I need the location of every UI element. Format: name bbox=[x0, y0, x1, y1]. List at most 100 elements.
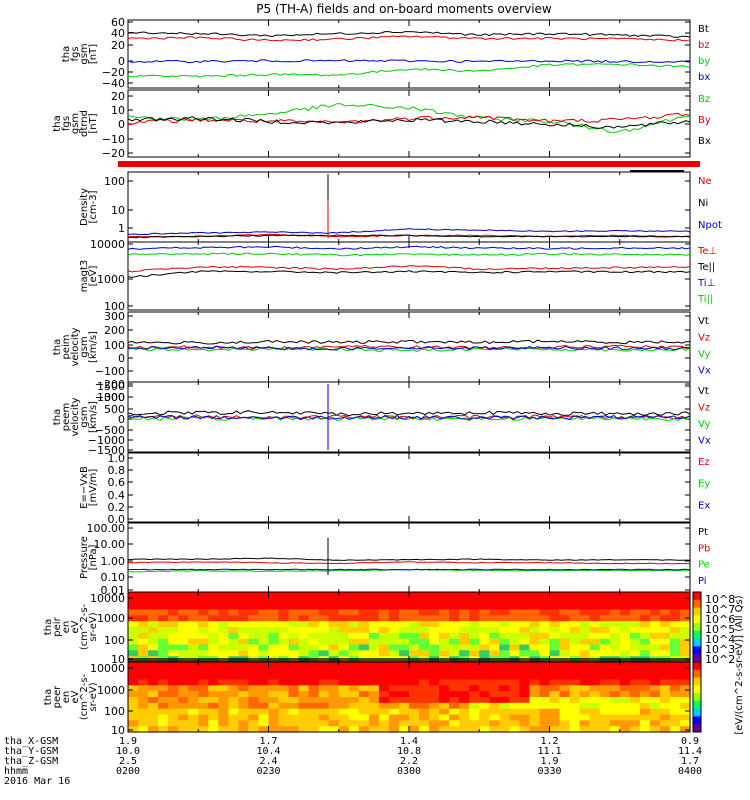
spectrogram-cell bbox=[409, 615, 420, 622]
spectrogram-cell bbox=[680, 632, 691, 640]
spectrogram-cell bbox=[609, 609, 621, 616]
colorbar-label: [eV/(cm^2-s-sr-eV)] (All Qs) bbox=[734, 595, 745, 734]
spectrogram-cell bbox=[158, 679, 169, 686]
spectrogram-cell bbox=[248, 603, 259, 611]
spectrogram-cell bbox=[589, 597, 601, 605]
spectrogram-cell bbox=[609, 702, 621, 710]
spectrogram-cell bbox=[358, 638, 370, 646]
y-axis-label: tha bbox=[52, 409, 63, 425]
spectrogram-cell bbox=[278, 603, 290, 611]
y-tick-label: −20 bbox=[102, 147, 125, 160]
spectrogram-cell bbox=[208, 726, 219, 733]
spectrogram-cell bbox=[148, 632, 159, 640]
spectrogram-cell bbox=[559, 685, 571, 692]
spectrogram-cell bbox=[188, 714, 199, 721]
spectrogram-cell bbox=[138, 714, 149, 721]
spectrogram-cell bbox=[399, 644, 410, 651]
spectrogram-cell bbox=[539, 691, 551, 698]
y-tick-label: 0 bbox=[118, 55, 125, 68]
legend-entry: Ti|| bbox=[697, 294, 713, 305]
spectrogram-cell bbox=[619, 720, 631, 727]
spectrogram-cell bbox=[589, 644, 601, 651]
legend-entry: Bx bbox=[698, 136, 711, 147]
spectrogram-cell bbox=[459, 679, 470, 686]
spectrogram-cell bbox=[589, 638, 601, 646]
spectrogram-cell bbox=[228, 714, 239, 721]
spectrogram-cell bbox=[388, 597, 400, 605]
spectrogram-cell bbox=[188, 621, 199, 628]
spectrogram-cell bbox=[509, 615, 520, 622]
spectrogram-cell bbox=[680, 592, 691, 599]
spectrogram-cell bbox=[368, 644, 380, 651]
legend-entry: Ez bbox=[698, 457, 710, 468]
spectrogram-cell bbox=[669, 673, 681, 681]
spectrogram-cell bbox=[399, 627, 410, 634]
spectrogram-cell bbox=[589, 592, 601, 599]
legend-entry: Vz bbox=[698, 333, 710, 344]
spectrogram-cell bbox=[168, 592, 179, 599]
spectrogram-cell bbox=[278, 726, 290, 733]
spectrogram-cell bbox=[138, 720, 149, 727]
legend-entry: Pe bbox=[698, 560, 710, 571]
spectrogram-cell bbox=[198, 714, 209, 721]
spectrogram-cell bbox=[609, 603, 621, 611]
spectrogram-cell bbox=[499, 603, 510, 611]
spectrogram-cell bbox=[469, 667, 480, 675]
spectrogram-cell bbox=[519, 644, 530, 651]
spectrogram-cell bbox=[228, 708, 239, 716]
spectrogram-cell bbox=[168, 650, 179, 657]
spectrogram-cell bbox=[669, 632, 681, 640]
spectrogram-cell bbox=[680, 621, 691, 628]
y-tick-label: 20 bbox=[111, 90, 125, 103]
spectrogram-cell bbox=[378, 627, 390, 634]
spectrogram-cell bbox=[519, 615, 530, 622]
spectrogram-cell bbox=[228, 697, 239, 704]
legend-entry: Vx bbox=[698, 436, 711, 447]
spectrogram-cell bbox=[649, 627, 661, 634]
y-axis-label: [nT] bbox=[88, 113, 99, 133]
spectrogram-cell bbox=[288, 621, 300, 628]
spectrogram-cell bbox=[238, 592, 249, 599]
spectrogram-cell bbox=[669, 592, 681, 599]
spectrogram-cell bbox=[138, 597, 149, 605]
spectrogram-cell bbox=[138, 679, 149, 686]
spectrogram-cell bbox=[138, 697, 149, 704]
series-density-Npot bbox=[127, 228, 691, 236]
spectrogram-cell bbox=[208, 697, 219, 704]
spectrogram-cell bbox=[388, 650, 400, 657]
spectrogram-cell bbox=[639, 667, 651, 675]
spectrogram-cell bbox=[378, 679, 390, 686]
spectrogram-cell bbox=[128, 644, 139, 651]
spectrogram-cell bbox=[178, 627, 189, 634]
spectrogram-cell bbox=[459, 667, 470, 675]
spectrogram-cell bbox=[378, 615, 390, 622]
spectrogram-cell bbox=[669, 714, 681, 721]
colorbar-cell bbox=[693, 669, 701, 679]
spectrogram-cell bbox=[168, 609, 179, 616]
spectrogram-cell bbox=[419, 720, 430, 727]
spectrogram-cell bbox=[459, 609, 470, 616]
spectrogram-cell bbox=[439, 726, 450, 733]
spectrogram-cell bbox=[439, 685, 450, 692]
spectrogram-cell bbox=[228, 679, 239, 686]
spectrogram-cell bbox=[429, 685, 440, 692]
spectrogram-cell bbox=[168, 597, 179, 605]
spectrogram-cell bbox=[529, 691, 540, 698]
spectrogram-cell bbox=[278, 650, 290, 657]
spectrogram-cell bbox=[308, 609, 320, 616]
spectrogram-cell bbox=[459, 644, 470, 651]
spectrogram-cell bbox=[469, 650, 480, 657]
spectrogram-cell bbox=[549, 679, 561, 686]
spectrogram-cell bbox=[288, 702, 300, 710]
spectrogram-cell bbox=[138, 650, 149, 657]
spectrogram-cell bbox=[288, 667, 300, 675]
spectrogram-cell bbox=[539, 673, 551, 681]
spectrogram-cell bbox=[659, 726, 671, 733]
spectrogram-cell bbox=[348, 592, 360, 599]
spectrogram-cell bbox=[318, 679, 330, 686]
legend-entry: Pt bbox=[698, 527, 708, 538]
spectrogram-cell bbox=[278, 691, 290, 698]
series-fgs_gsm-Bt bbox=[127, 31, 691, 38]
spectrogram-cell bbox=[208, 702, 219, 710]
spectrogram-cell bbox=[639, 609, 651, 616]
